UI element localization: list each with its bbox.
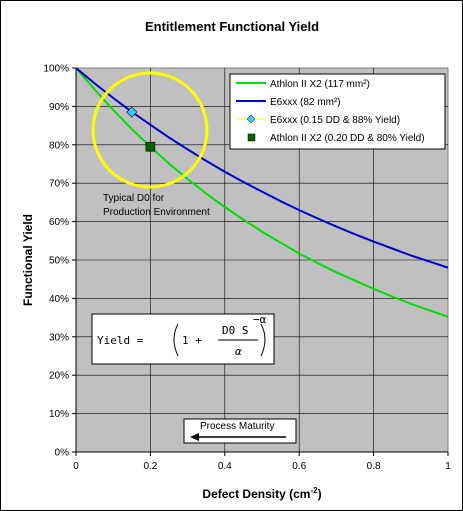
formula-numerator: D0 S	[222, 324, 249, 337]
series-lines	[75, 67, 449, 318]
x-tick-label: 0	[73, 461, 79, 472]
legend-swatch-athlon-point	[247, 133, 256, 142]
data-point-diamond	[126, 106, 138, 118]
y-tick-label: 80%	[49, 140, 69, 151]
y-axis-label: Functional Yield	[21, 214, 35, 306]
series-line-1	[75, 67, 449, 269]
legend: Athlon II X2 (117 mm²) E6xxx (82 mm²) E6…	[229, 73, 446, 150]
series-points	[126, 106, 156, 152]
series-line-0	[75, 67, 449, 318]
legend-label-e6xxx: E6xxx (82 mm²)	[270, 97, 341, 108]
y-tick-label: 0%	[55, 448, 70, 459]
legend-label-athlon-point: Athlon II X2 (0.20 DD & 80% Yield)	[270, 133, 425, 144]
process-maturity-arrow: Process Maturity	[183, 418, 297, 444]
typical-d0-note-line1: Typical D0 for	[103, 193, 165, 204]
x-tick-label: 0.8	[367, 461, 381, 472]
x-axis: 0 0.2 0.4 0.6 0.8 1	[73, 451, 451, 472]
x-tick-label: 0.4	[218, 461, 232, 472]
x-axis-label: Defect Density (cm-2)	[202, 486, 321, 501]
y-tick-label: 60%	[49, 217, 69, 228]
y-tick-label: 100%	[43, 64, 69, 75]
x-tick-label: 1	[445, 461, 451, 472]
x-tick-label: 0.6	[292, 461, 306, 472]
formula-right-paren	[260, 323, 266, 357]
formula-box	[91, 313, 275, 365]
yield-formula: Yield = 1 + D0 S α −α	[91, 313, 275, 365]
x-axis-label-close: )	[318, 487, 322, 501]
chart-title: Entitlement Functional Yield	[145, 19, 319, 34]
y-tick-label: 20%	[49, 371, 69, 382]
typical-d0-note-line2: Production Environment	[103, 207, 210, 218]
formula-left-paren	[173, 323, 179, 357]
formula-exponent: −α	[253, 313, 267, 326]
legend-swatch-e6xxx-point	[246, 114, 256, 124]
y-tick-label: 40%	[49, 294, 69, 305]
y-tick-label: 70%	[49, 179, 69, 190]
x-axis-label-main: Defect Density (cm	[202, 487, 310, 501]
y-tick-label: 10%	[49, 409, 69, 420]
y-tick-label: 90%	[49, 102, 69, 113]
formula-lhs: Yield =	[97, 334, 150, 347]
arrow-label: Process Maturity	[200, 421, 274, 432]
y-axis: 0% 10% 20% 30% 40% 50% 60% 70% 80% 90% 100%	[43, 64, 77, 459]
legend-label-e6xxx-point: E6xxx (0.15 DD & 88% Yield)	[270, 115, 400, 126]
y-tick-label: 30%	[49, 332, 69, 343]
x-axis-label-sup: -2	[310, 486, 318, 495]
x-tick-label: 0.2	[143, 461, 157, 472]
formula-open: 1 +	[182, 334, 209, 347]
data-point-square	[145, 141, 156, 152]
legend-box	[229, 73, 446, 150]
arrow-head-icon	[190, 433, 199, 441]
typical-d0-circle	[91, 71, 209, 189]
formula-denominator: α	[235, 345, 242, 358]
y-tick-label: 50%	[49, 256, 69, 267]
legend-label-athlon: Athlon II X2 (117 mm²)	[270, 79, 370, 90]
arrow-box	[183, 418, 297, 444]
